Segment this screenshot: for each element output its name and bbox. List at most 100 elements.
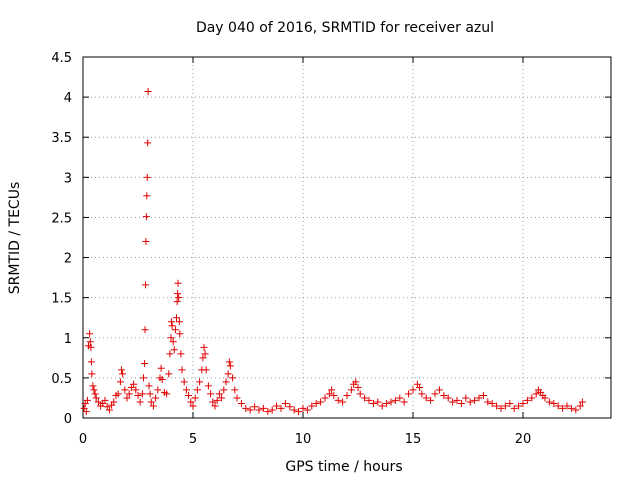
data-point xyxy=(167,318,175,326)
data-point xyxy=(416,384,424,392)
chart-title: Day 040 of 2016, SRMTID for receiver azu… xyxy=(196,20,494,36)
data-point xyxy=(427,396,435,404)
data-point xyxy=(356,390,364,398)
data-point xyxy=(361,394,369,402)
data-point xyxy=(246,406,254,414)
data-point xyxy=(418,390,426,398)
data-point xyxy=(207,390,215,398)
data-point xyxy=(174,279,182,287)
grid-lines xyxy=(83,57,611,418)
data-point xyxy=(154,386,162,394)
data-point xyxy=(132,386,140,394)
data-point xyxy=(479,392,487,400)
data-point xyxy=(352,378,360,386)
data-point xyxy=(328,386,336,394)
data-point xyxy=(576,402,584,410)
data-point xyxy=(178,366,186,374)
data-point xyxy=(308,402,316,410)
data-point xyxy=(405,390,413,398)
data-point xyxy=(189,402,197,410)
data-point xyxy=(312,400,320,408)
data-point xyxy=(493,402,501,410)
data-point xyxy=(146,390,154,398)
y-tick-label: 3 xyxy=(64,171,72,186)
data-point xyxy=(317,398,325,406)
data-point xyxy=(169,338,177,346)
data-point xyxy=(286,403,294,411)
data-point xyxy=(209,398,217,406)
data-point xyxy=(92,394,100,402)
data-point xyxy=(222,378,230,386)
data-point xyxy=(191,394,199,402)
data-point xyxy=(343,392,351,400)
data-point xyxy=(475,394,483,402)
data-point xyxy=(157,364,165,372)
data-point xyxy=(166,350,174,358)
data-point xyxy=(255,406,263,414)
data-point xyxy=(88,370,96,378)
data-point xyxy=(125,390,133,398)
data-point xyxy=(484,398,492,406)
data-point xyxy=(449,398,457,406)
data-point xyxy=(515,402,523,410)
data-point xyxy=(199,354,207,362)
data-point xyxy=(118,366,125,374)
data-point xyxy=(168,322,176,330)
data-point xyxy=(453,396,461,404)
data-point xyxy=(339,398,347,406)
y-tick-label: 3.5 xyxy=(51,131,72,146)
data-point xyxy=(396,394,404,402)
x-tick-label: 5 xyxy=(189,432,197,447)
data-point xyxy=(299,404,307,412)
data-point xyxy=(176,330,184,338)
data-point xyxy=(142,238,150,246)
x-axis-label: GPS time / hours xyxy=(285,459,402,475)
data-point xyxy=(82,408,90,416)
data-point xyxy=(86,338,94,346)
data-point xyxy=(204,382,212,390)
data-point xyxy=(303,406,311,414)
data-point xyxy=(167,334,175,342)
axis-ticks xyxy=(82,56,611,419)
data-point xyxy=(347,386,355,394)
data-point xyxy=(136,398,144,406)
data-point xyxy=(567,404,575,412)
data-point xyxy=(528,394,536,402)
x-tick-label: 10 xyxy=(295,432,312,447)
data-point xyxy=(501,402,509,410)
data-point xyxy=(365,396,373,404)
y-tick-label: 2.5 xyxy=(51,211,72,226)
data-point xyxy=(259,404,267,412)
data-point xyxy=(220,386,228,394)
data-point xyxy=(251,403,259,411)
data-point xyxy=(237,400,245,408)
data-point xyxy=(211,402,219,410)
data-point xyxy=(273,402,281,410)
data-point xyxy=(506,400,514,408)
data-point xyxy=(144,87,152,95)
data-point xyxy=(523,396,531,404)
data-point xyxy=(185,392,193,400)
data-point xyxy=(422,394,430,402)
y-tick-label: 4 xyxy=(64,91,72,106)
data-point xyxy=(225,358,233,366)
x-tick-labels: 0 5 10 15 20 xyxy=(79,432,531,447)
data-point xyxy=(369,400,377,408)
data-point xyxy=(158,375,166,383)
data-point xyxy=(321,394,329,402)
data-point xyxy=(101,396,109,404)
data-point xyxy=(466,398,474,406)
data-point xyxy=(105,406,113,414)
data-point xyxy=(559,404,567,412)
data-point xyxy=(334,396,342,404)
data-point xyxy=(354,384,362,392)
data-point xyxy=(378,402,386,410)
data-point xyxy=(171,326,179,334)
data-point xyxy=(409,386,417,394)
data-point xyxy=(182,386,190,394)
data-point xyxy=(130,380,138,388)
data-point xyxy=(142,213,150,221)
data-point xyxy=(277,404,285,412)
data-point xyxy=(268,406,276,414)
